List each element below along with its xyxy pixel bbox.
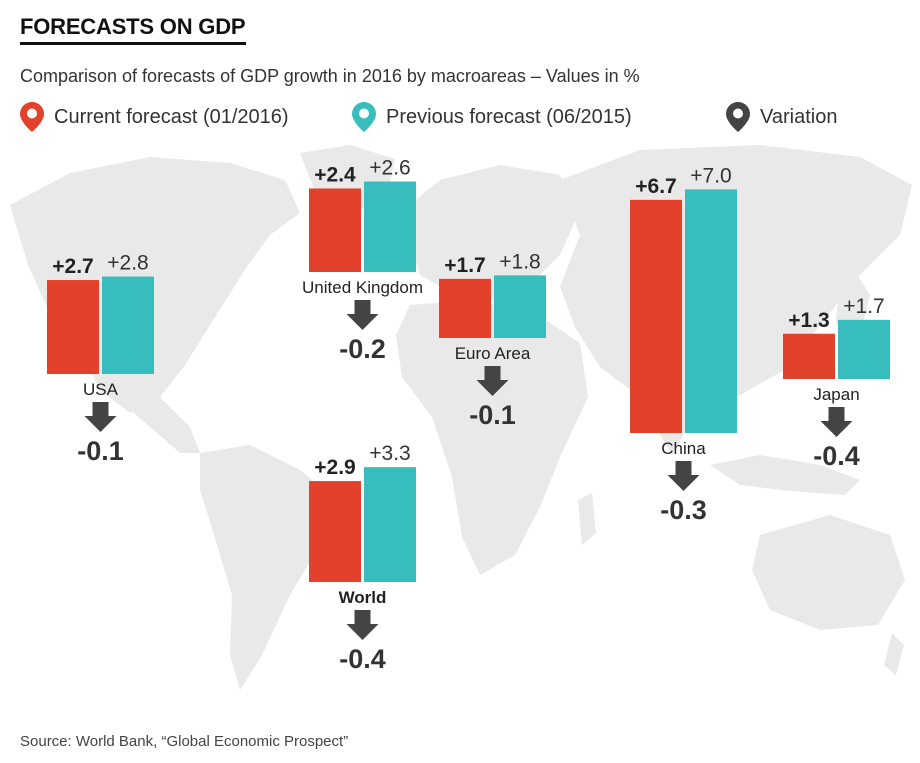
bar-previous	[364, 181, 416, 272]
region-name-label: World	[339, 588, 387, 607]
region-name-label: United Kingdom	[302, 278, 423, 297]
bar-current	[783, 333, 835, 379]
legend-label-previous: Previous forecast (06/2015)	[386, 105, 632, 128]
variation-value-label: -0.2	[339, 334, 386, 364]
bar-previous	[102, 276, 154, 374]
source-note: Source: World Bank, “Global Economic Pro…	[20, 733, 349, 750]
legend-label-current: Current forecast (01/2016)	[54, 105, 289, 128]
bar-current	[439, 278, 491, 338]
variation-value-label: -0.1	[77, 436, 124, 466]
down-arrow-icon	[820, 407, 853, 437]
bar-current	[309, 481, 361, 582]
current-value-label: +2.9	[314, 456, 355, 479]
current-value-label: +2.4	[314, 163, 356, 186]
title-underline	[20, 42, 246, 45]
previous-value-label: +2.8	[107, 252, 148, 275]
current-value-label: +1.7	[444, 254, 485, 277]
variation-value-label: -0.4	[339, 644, 386, 674]
variation-value-label: -0.4	[813, 441, 860, 471]
legend-item-variation: Variation	[726, 102, 837, 132]
map-pin-icon	[352, 102, 376, 132]
legend-item-previous: Previous forecast (06/2015)	[352, 102, 632, 132]
down-arrow-icon	[667, 461, 700, 491]
previous-value-label: +1.8	[499, 250, 540, 273]
region-name-label: Euro Area	[455, 344, 531, 363]
bar-previous	[838, 319, 890, 379]
previous-value-label: +7.0	[690, 164, 731, 187]
region-name-label: Japan	[813, 385, 859, 404]
chart-title: FORECASTS ON GDP	[20, 14, 246, 39]
chart-subtitle: Comparison of forecasts of GDP growth in…	[20, 66, 640, 86]
down-arrow-icon	[476, 366, 509, 396]
previous-value-label: +2.6	[369, 157, 410, 180]
current-value-label: +1.3	[788, 309, 829, 332]
bar-previous	[494, 275, 546, 338]
legend-label-variation: Variation	[760, 105, 838, 128]
previous-value-label: +3.3	[369, 442, 410, 465]
variation-value-label: -0.1	[469, 400, 516, 430]
previous-value-label: +1.7	[843, 295, 884, 318]
region-name-label: China	[661, 439, 706, 458]
map-pin-icon	[20, 102, 44, 132]
current-value-label: +2.7	[52, 255, 93, 278]
region-name-label: USA	[83, 380, 119, 399]
variation-value-label: -0.3	[660, 495, 707, 525]
down-arrow-icon	[346, 610, 379, 640]
bar-previous	[685, 189, 737, 433]
down-arrow-icon	[84, 402, 117, 432]
map-pin-icon	[726, 102, 750, 132]
legend-item-current: Current forecast (01/2016)	[20, 102, 289, 132]
bar-previous	[364, 467, 416, 582]
current-value-label: +6.7	[635, 175, 676, 198]
bar-current	[630, 199, 682, 433]
bar-current	[309, 188, 361, 272]
down-arrow-icon	[346, 300, 379, 330]
bar-current	[47, 280, 99, 374]
